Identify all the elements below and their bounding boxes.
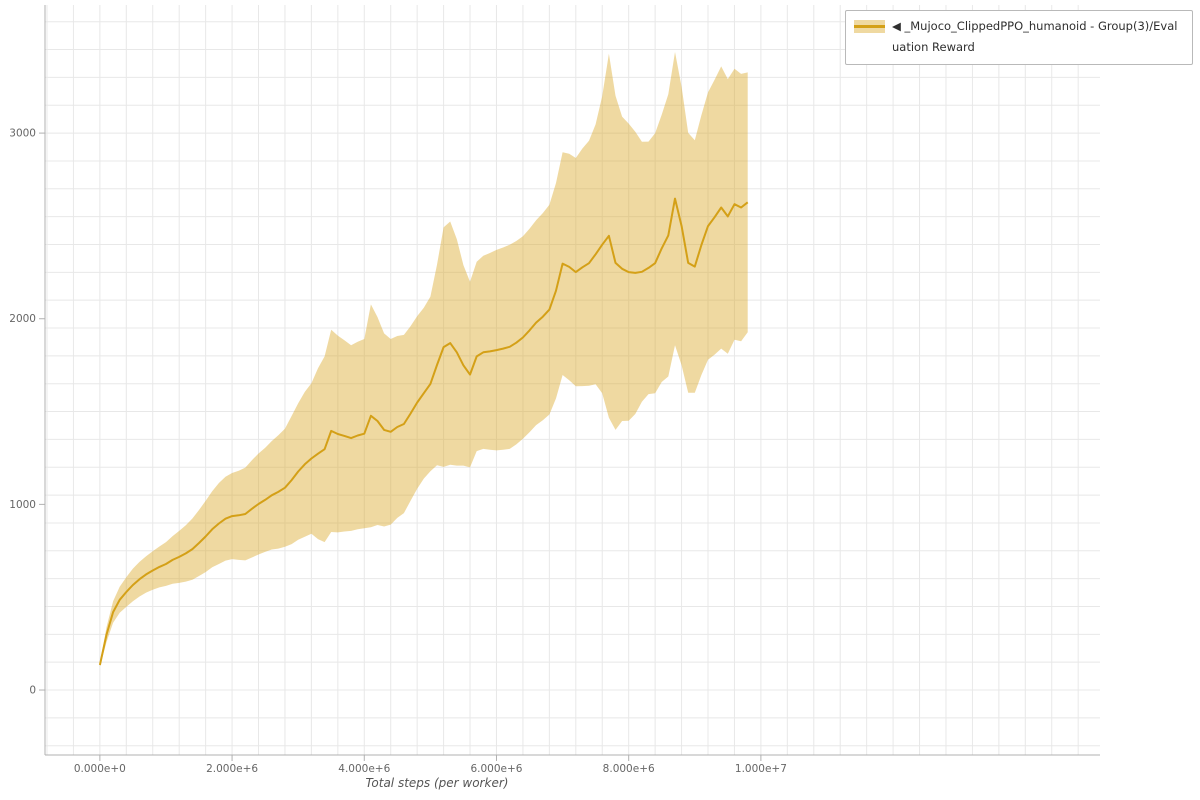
legend-swatch-line	[854, 25, 885, 28]
y-tick-label: 2000	[9, 313, 36, 325]
x-axis: 0.000e+0 2.000e+6 4.000e+6 6.000e+6 8.000e+6…	[74, 755, 787, 775]
x-tick-label: 6.000e+6	[470, 763, 522, 775]
y-tick-label: 0	[29, 685, 36, 697]
x-tick-label: 4.000e+6	[338, 763, 390, 775]
legend[interactable]: ◀ _Mujoco_ClippedPPO_humanoid - Group(3)…	[845, 10, 1193, 65]
x-tick-label: 1.000e+7	[735, 763, 787, 775]
grid-lines	[45, 5, 1100, 755]
x-tick-label: 8.000e+6	[603, 763, 655, 775]
x-axis-title: Total steps (per worker)	[365, 776, 509, 790]
x-tick-label: 0.000e+0	[74, 763, 126, 775]
axes	[44, 5, 1100, 756]
legend-band-swatch	[854, 20, 885, 33]
y-tick-label: 1000	[9, 499, 36, 511]
y-axis: 0 1000 2000 3000	[9, 128, 45, 697]
legend-item-label[interactable]: ◀ _Mujoco_ClippedPPO_humanoid - Group(3)…	[892, 19, 1178, 54]
std-band	[99, 52, 748, 667]
y-tick-label: 3000	[9, 128, 36, 140]
x-tick-label: 2.000e+6	[206, 763, 258, 775]
mean-line	[98, 197, 749, 666]
